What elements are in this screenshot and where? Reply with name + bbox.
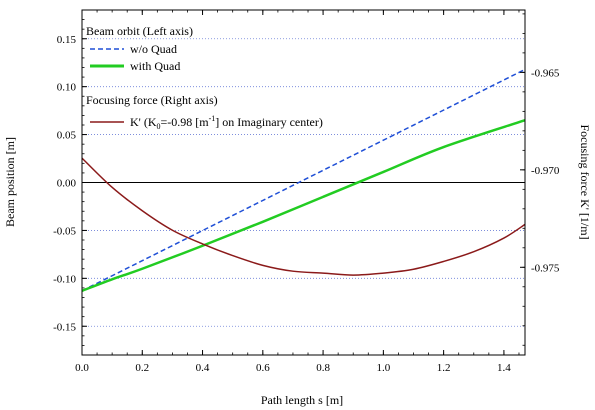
x-tick-label-0: 0.0 bbox=[75, 362, 89, 374]
x-tick-label-6: 1.2 bbox=[437, 362, 451, 374]
tick-layer: -0.15-0.10-0.050.000.050.100.15-0.975-0.… bbox=[53, 10, 560, 374]
y-left-axis-title: Beam position [m] bbox=[3, 137, 17, 227]
legend-group-beam-orbit-title: Beam orbit (Left axis) bbox=[86, 24, 193, 38]
y-left-tick-label-3: 0.00 bbox=[57, 178, 77, 190]
x-tick-label-2: 0.4 bbox=[196, 362, 210, 374]
series-line-k bbox=[81, 157, 526, 276]
series-layer bbox=[81, 68, 526, 292]
legend-k-sub: 0 bbox=[157, 122, 161, 131]
legend-label-k: K' (K0=-0.98 [m-1] on Imaginary center) bbox=[130, 114, 323, 131]
y-right-tick-label-2: -0.965 bbox=[531, 67, 560, 79]
legend-k-mid: =-0.98 [m bbox=[161, 115, 210, 129]
grid-layer bbox=[82, 38, 525, 327]
x-tick-label-3: 0.6 bbox=[256, 362, 270, 374]
legend-label-wo-quad: w/o Quad bbox=[130, 42, 177, 56]
legend-k-sup: -1 bbox=[209, 114, 216, 123]
series-line-with-quad bbox=[81, 119, 526, 292]
y-left-tick-label-5: 0.10 bbox=[57, 82, 77, 94]
x-tick-label-1: 0.2 bbox=[135, 362, 149, 374]
legend-label-with-quad: with Quad bbox=[130, 59, 180, 73]
y-left-tick-label-1: -0.10 bbox=[53, 273, 76, 285]
legend-k-prefix: K' (K bbox=[130, 115, 157, 129]
y-left-tick-label-2: -0.05 bbox=[53, 225, 76, 237]
x-tick-label-4: 0.8 bbox=[316, 362, 330, 374]
x-axis-title: Path length s [m] bbox=[261, 393, 343, 407]
x-tick-label-7: 1.4 bbox=[497, 362, 511, 374]
legend: Beam orbit (Left axis) w/o Quad with Qua… bbox=[86, 24, 323, 131]
y-right-tick-label-0: -0.975 bbox=[531, 262, 560, 274]
y-left-tick-label-4: 0.05 bbox=[57, 130, 77, 142]
y-right-axis-title: Focusing force K' [1/m] bbox=[578, 124, 592, 239]
series-line-w-o-quad bbox=[81, 68, 526, 292]
y-left-tick-label-6: 0.15 bbox=[57, 34, 77, 46]
y-right-tick-label-1: -0.970 bbox=[531, 165, 560, 177]
legend-group-focusing-title: Focusing force (Right axis) bbox=[86, 93, 218, 107]
x-tick-label-5: 1.0 bbox=[376, 362, 390, 374]
legend-k-suffix: ] on Imaginary center) bbox=[215, 115, 323, 129]
y-left-tick-label-0: -0.15 bbox=[53, 321, 76, 333]
